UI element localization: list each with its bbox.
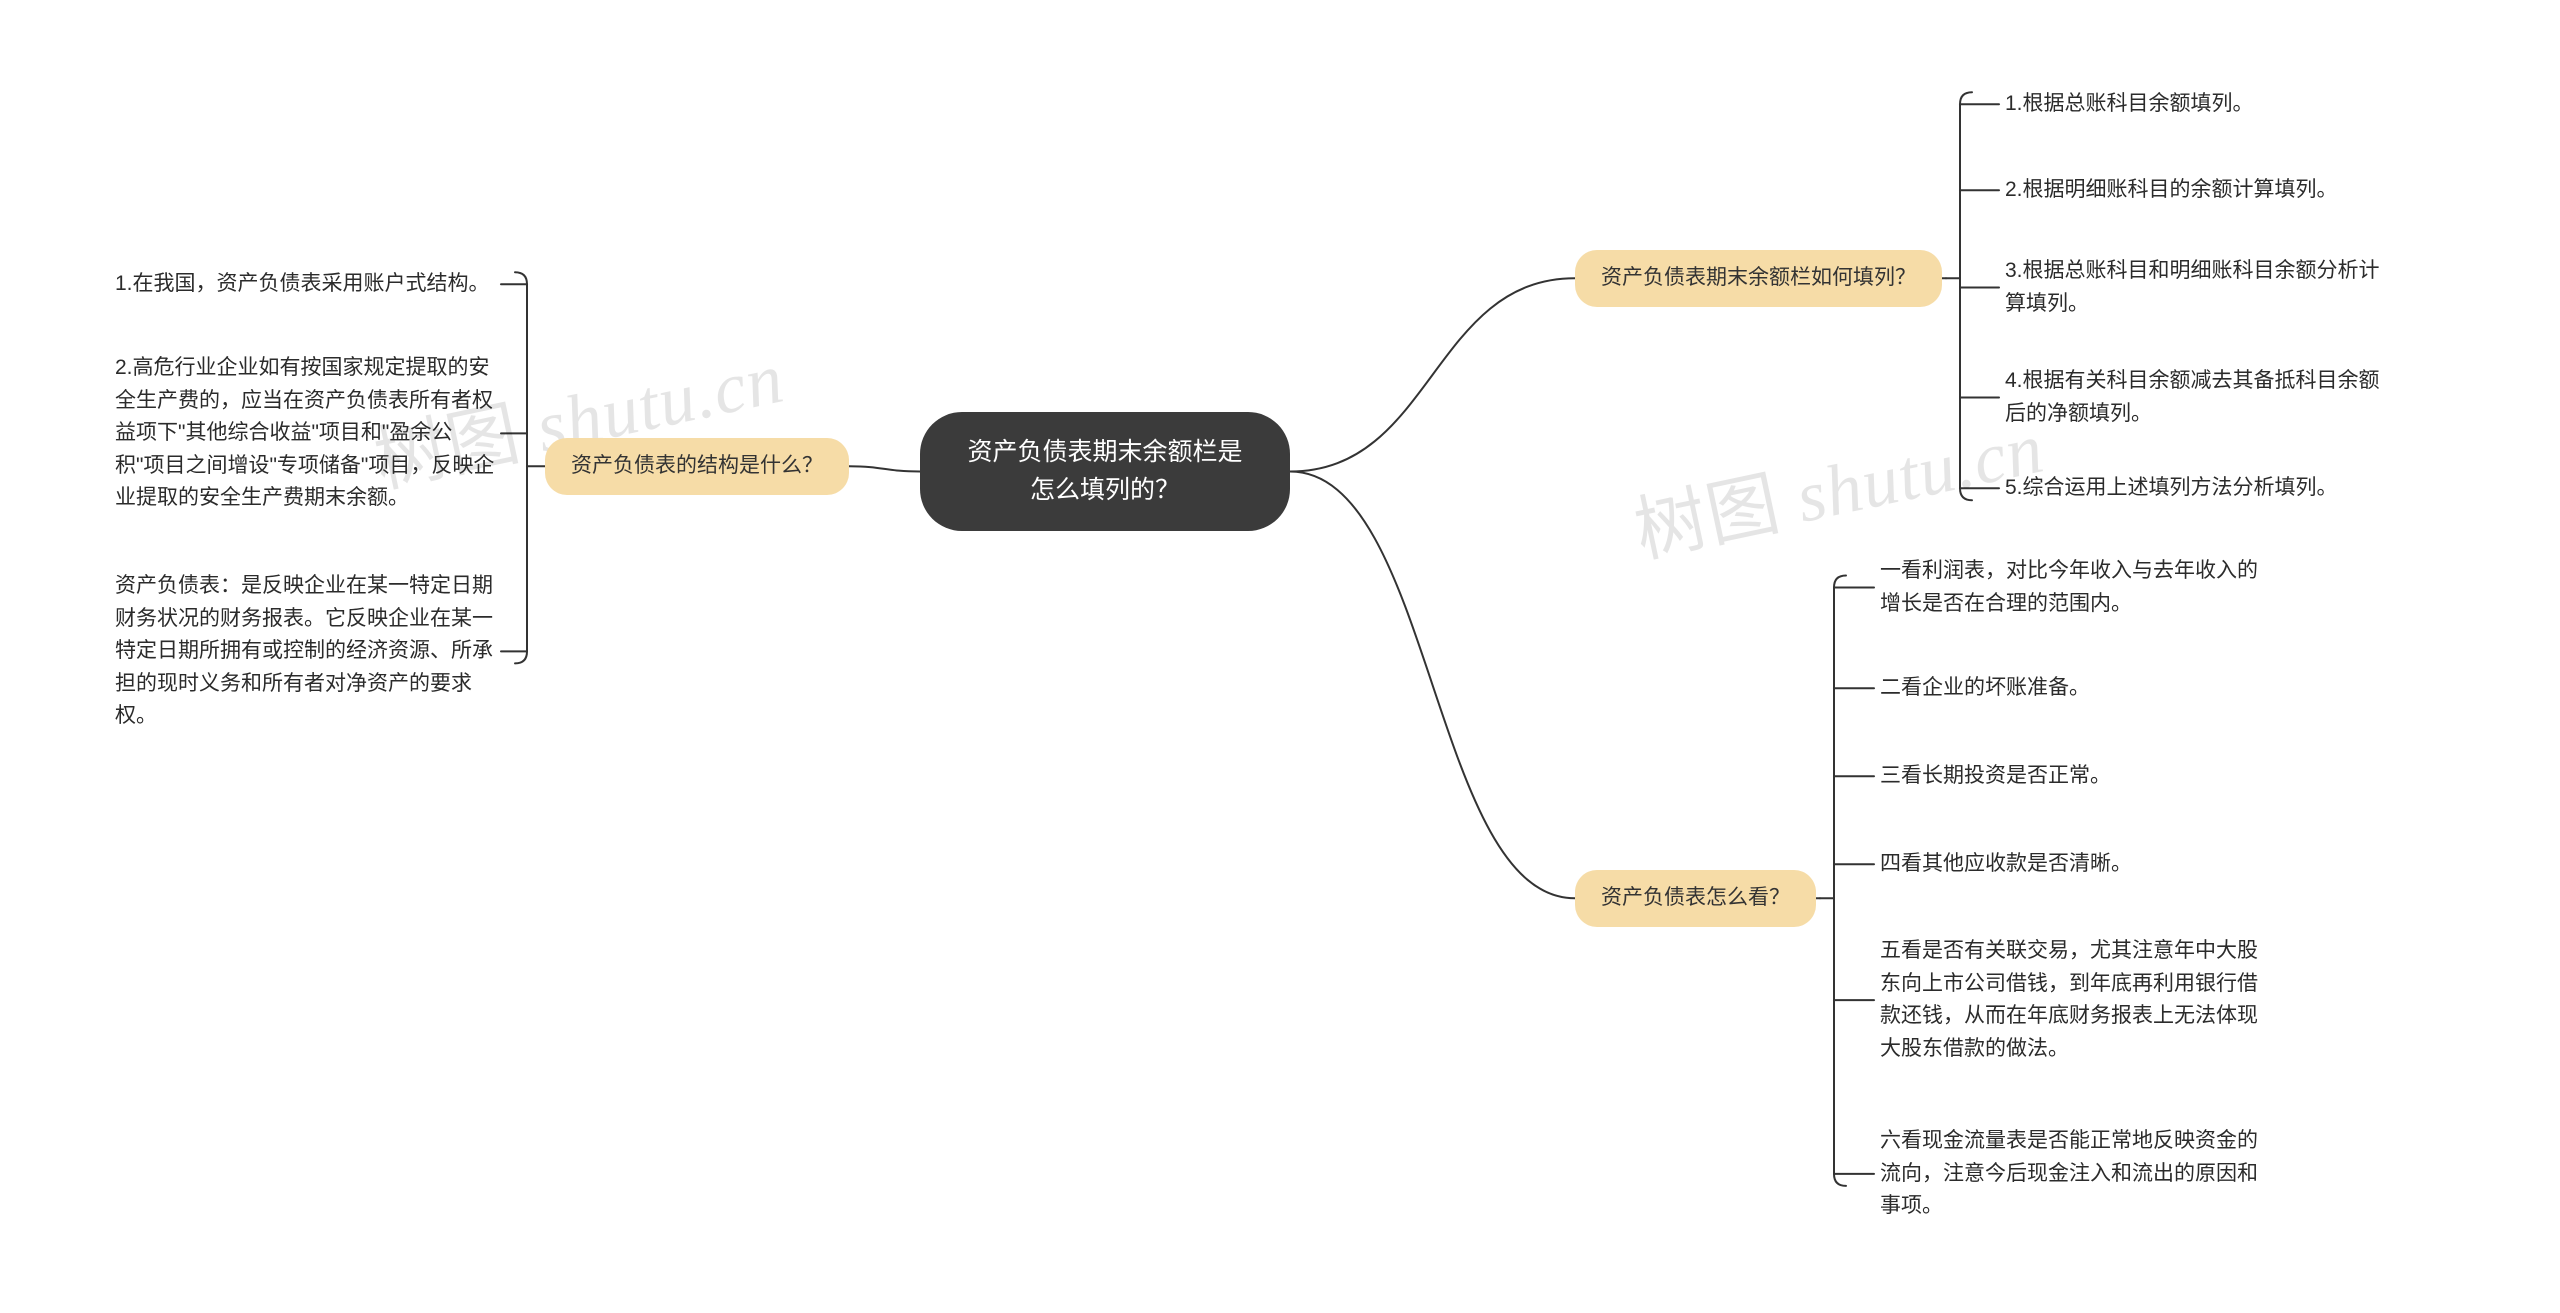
watermark-prefix: 树图 <box>1628 463 1787 572</box>
leaf-right-1-0: 一看利润表，对比今年收入与去年收入的增长是否在合理的范围内。 <box>1880 555 2270 620</box>
branch-left[interactable]: 资产负债表的结构是什么？ <box>545 438 849 495</box>
mindmap-canvas: 树图 shutu.cn树图 shutu.cn资产负债表期末余额栏是怎么填列的？资… <box>0 0 2560 1313</box>
root-line1: 资产负债表期末余额栏是 <box>958 434 1252 472</box>
leaf-right-0-4: 5.综合运用上述填列方法分析填列。 <box>2005 472 2395 505</box>
root-node[interactable]: 资产负债表期末余额栏是怎么填列的？ <box>920 412 1290 531</box>
leaf-right-0-1: 2.根据明细账科目的余额计算填列。 <box>2005 174 2395 207</box>
leaf-right-1-5: 六看现金流量表是否能正常地反映资金的流向，注意今后现金注入和流出的原因和事项。 <box>1880 1125 2270 1223</box>
branch-right-1[interactable]: 资产负债表怎么看？ <box>1575 870 1816 927</box>
root-line2: 怎么填列的？ <box>958 472 1252 510</box>
leaf-left-0: 1.在我国，资产负债表采用账户式结构。 <box>115 268 495 301</box>
leaf-left-1: 2.高危行业企业如有按国家规定提取的安全生产费的，应当在资产负债表所有者权益项下… <box>115 352 495 515</box>
leaf-right-1-1: 二看企业的坏账准备。 <box>1880 672 2270 705</box>
leaf-right-1-3: 四看其他应收款是否清晰。 <box>1880 848 2270 881</box>
leaf-left-2: 资产负债表：是反映企业在某一特定日期财务状况的财务报表。它反映企业在某一特定日期… <box>115 570 495 733</box>
leaf-right-0-0: 1.根据总账科目余额填列。 <box>2005 88 2395 121</box>
leaf-right-0-3: 4.根据有关科目余额减去其备抵科目余额后的净额填列。 <box>2005 365 2395 430</box>
leaf-right-1-2: 三看长期投资是否正常。 <box>1880 760 2270 793</box>
branch-right-0[interactable]: 资产负债表期末余额栏如何填列？ <box>1575 250 1942 307</box>
leaf-right-0-2: 3.根据总账科目和明细账科目余额分析计算填列。 <box>2005 255 2395 320</box>
leaf-right-1-4: 五看是否有关联交易，尤其注意年中大股东向上市公司借钱，到年底再利用银行借款还钱，… <box>1880 935 2270 1065</box>
watermark: 树图 shutu.cn <box>1624 388 2052 577</box>
